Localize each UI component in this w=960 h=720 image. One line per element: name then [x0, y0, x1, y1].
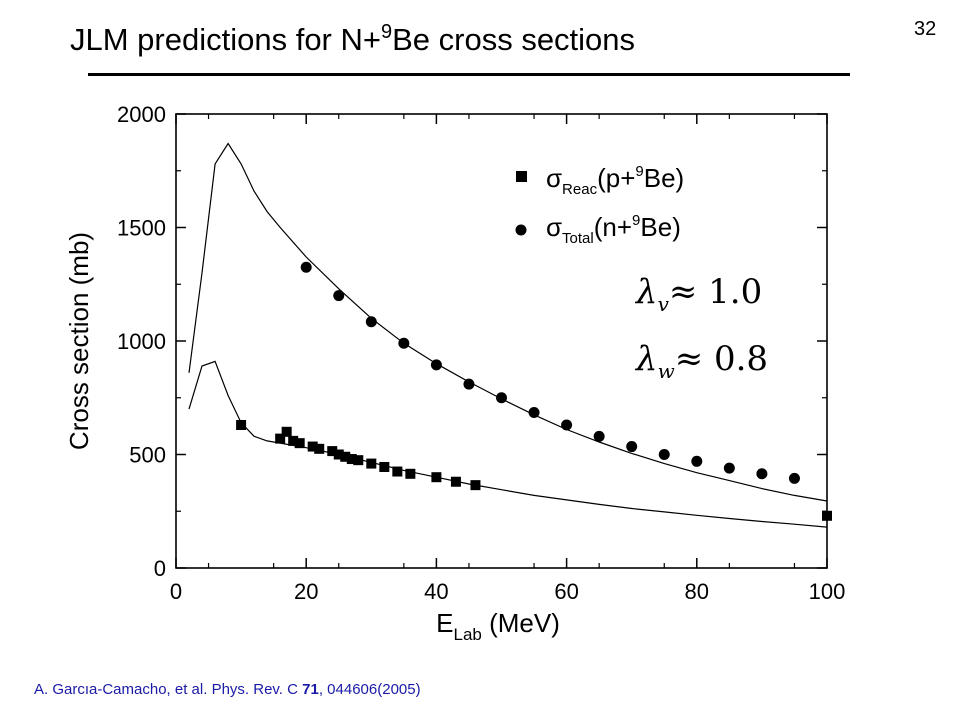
total-data-point	[300, 261, 312, 273]
reac-data-point	[450, 476, 461, 487]
model-curve-3	[188, 360, 828, 528]
page-number: 32	[914, 18, 937, 40]
x-axis-label: ELab (MeV)	[436, 608, 560, 644]
x-tick-label: 20	[294, 579, 318, 604]
x-tick-label: 40	[424, 579, 448, 604]
reac-data-point	[346, 454, 357, 465]
reac-data-point	[275, 433, 286, 444]
reac-data-point	[353, 455, 364, 466]
citation-prefix: A. Garcıa-Camacho, et al. Phys. Rev. C	[34, 681, 303, 698]
lambda-v-annotation: λv≈ 1.0	[634, 272, 762, 316]
lambda-w-value: ≈ 0.8	[675, 339, 768, 379]
x-tick-label: 100	[809, 579, 846, 604]
reac-data-point	[822, 510, 832, 521]
title-main: JLM predictions for N+	[70, 22, 381, 57]
y-tick-label: 1500	[117, 216, 166, 241]
reac-data-point	[366, 458, 377, 469]
reac-data-point	[294, 438, 305, 449]
citation-volume: 71	[302, 681, 319, 698]
total-data-point	[756, 468, 768, 480]
title-superscript: 9	[380, 21, 393, 43]
legend-label-total: σTotal(n+9Be)	[546, 212, 681, 247]
reac-data-point	[327, 446, 338, 457]
reac-data-point	[379, 461, 390, 472]
slide-title: JLM predictions for N+9Be cross sections	[70, 22, 635, 58]
total-data-point	[333, 290, 345, 302]
reac-data-point	[470, 480, 481, 491]
total-data-point	[691, 455, 703, 467]
reac-data-point	[431, 472, 442, 483]
x-tick-label: 80	[685, 579, 709, 604]
citation-suffix: , 044606(2005)	[318, 681, 421, 698]
title-end: Be cross sections	[392, 22, 636, 57]
total-data-point	[398, 337, 410, 349]
total-data-point	[788, 472, 800, 484]
total-data-point	[463, 378, 475, 390]
total-data-point	[430, 359, 442, 371]
reac-data-point	[405, 468, 416, 479]
y-tick-label: 2000	[117, 102, 166, 127]
total-data-point	[593, 430, 605, 442]
model-curve-2	[188, 142, 828, 502]
reac-data-point	[288, 435, 299, 446]
lambda-v-value: ≈ 1.0	[669, 272, 762, 312]
title-underline	[88, 73, 850, 76]
x-tick-label: 0	[170, 579, 182, 604]
y-tick-label: 0	[154, 556, 166, 581]
legend: σReac(p+9Be) σTotal(n+9Be)	[515, 163, 684, 247]
y-tick-label: 500	[129, 443, 166, 468]
y-tick-label: 1000	[117, 329, 166, 354]
reac-data-point	[392, 466, 403, 477]
total-data-point	[561, 419, 573, 431]
total-data-point	[658, 449, 670, 460]
reac-data-point	[333, 449, 344, 460]
total-data-point	[496, 392, 507, 404]
reac-data-point	[314, 443, 325, 454]
legend-label-reac: σReac(p+9Be)	[546, 163, 684, 198]
y-axis-label: Cross section (mb)	[64, 232, 94, 450]
lambda-annotations: λv≈ 1.0 λw≈ 0.8	[634, 272, 768, 383]
data-markers	[236, 261, 832, 521]
citation: A. Garcıa-Camacho, et al. Phys. Rev. C 7…	[34, 681, 421, 698]
x-tick-label: 60	[554, 579, 578, 604]
total-data-point	[528, 407, 540, 419]
reac-data-point	[281, 426, 292, 437]
legend-circle-marker	[515, 224, 527, 236]
reac-data-point	[236, 419, 247, 430]
total-data-point	[723, 462, 735, 474]
legend-square-marker	[516, 171, 527, 182]
reac-data-point	[340, 451, 351, 462]
reac-data-point	[307, 441, 318, 452]
total-data-point	[365, 316, 377, 328]
lambda-w-annotation: λw≈ 0.8	[634, 339, 768, 383]
total-data-point	[626, 441, 638, 453]
